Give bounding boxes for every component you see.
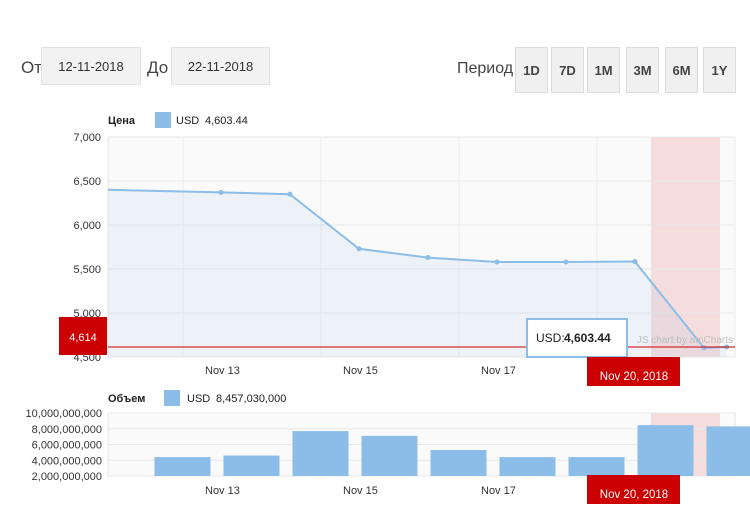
volume-bar — [430, 450, 487, 476]
volume-bar — [154, 457, 211, 476]
price-point — [632, 259, 638, 265]
price-y-tick: 6,000 — [73, 220, 101, 232]
volume-cursor-date-label — [587, 475, 680, 504]
period-1d-button[interactable]: 1D — [515, 47, 548, 93]
price-x-tick: Nov 17 — [481, 365, 516, 377]
volume-y-tick: 8,000,000,000 — [32, 424, 102, 436]
price-legend-value: 4,603.44 — [205, 115, 248, 127]
price-y-tick: 6,500 — [73, 176, 101, 188]
volume-x-tick: Nov 15 — [343, 485, 378, 497]
volume-y-tick: 6,000,000,000 — [32, 440, 102, 452]
price-tooltip-value: 4,603.44 — [564, 331, 611, 345]
price-line — [107, 188, 727, 349]
price-point — [701, 345, 707, 351]
cursor-date-label — [587, 357, 680, 386]
to-label: До — [147, 58, 169, 77]
from-date-input[interactable]: 12-11-2018 — [41, 47, 141, 85]
price-legend-series: USD — [176, 115, 199, 127]
volume-bar — [223, 455, 280, 476]
price-point — [356, 246, 362, 252]
current-value-marker-text: 4,614 — [69, 332, 97, 344]
volume-bar — [637, 425, 694, 476]
volume-y-tick: 4,000,000,000 — [32, 455, 102, 467]
price-plot-area — [107, 136, 736, 358]
volume-x-tick: Nov 17 — [481, 485, 516, 497]
period-1m-button[interactable]: 1M — [587, 47, 620, 93]
price-x-tick: Nov 13 — [205, 365, 240, 377]
volume-bar — [361, 435, 418, 476]
volume-y-tick: 2,000,000,000 — [32, 471, 102, 483]
price-cursor-band — [651, 137, 720, 357]
price-tooltip-label: USD: — [536, 331, 565, 345]
current-value-marker — [59, 317, 107, 355]
price-y-tick: 7,000 — [73, 132, 101, 144]
period-3m-button[interactable]: 3M — [626, 47, 659, 93]
volume-legend-swatch — [164, 390, 180, 406]
period-6m-button[interactable]: 6M — [665, 47, 698, 93]
amcharts-watermark: JS chart by amCharts — [637, 335, 733, 346]
to-date-input[interactable]: 22-11-2018 — [171, 47, 270, 85]
volume-bar — [499, 457, 556, 476]
period-label: Период — [457, 60, 514, 77]
volume-bar — [292, 431, 349, 476]
price-point — [218, 189, 224, 195]
period-1y-button[interactable]: 1Y — [703, 47, 736, 93]
volume-x-tick: Nov 13 — [205, 485, 240, 497]
price-legend-swatch — [155, 112, 171, 128]
price-point — [494, 259, 500, 265]
volume-bar — [568, 457, 625, 476]
volume-legend-value: 8,457,030,000 — [216, 393, 286, 405]
price-area-fill — [108, 189, 727, 357]
period-7d-button[interactable]: 7D — [551, 47, 584, 93]
volume-panel-title: Объем — [108, 393, 145, 405]
from-label: От — [21, 58, 43, 77]
price-point — [287, 191, 293, 197]
volume-legend-series: USD — [187, 393, 210, 405]
price-tooltip — [526, 318, 628, 358]
price-x-tick: Nov 15 — [343, 365, 378, 377]
price-y-tick: 5,500 — [73, 264, 101, 276]
volume-cursor-date-text: Nov 20, 2018 — [600, 489, 668, 501]
price-panel-title: Цена — [108, 115, 136, 127]
volume-bar — [706, 426, 750, 476]
price-point — [425, 255, 431, 261]
volume-y-tick: 10,000,000,000 — [26, 408, 102, 420]
cursor-date-text: Nov 20, 2018 — [600, 371, 668, 383]
price-point — [563, 259, 569, 265]
